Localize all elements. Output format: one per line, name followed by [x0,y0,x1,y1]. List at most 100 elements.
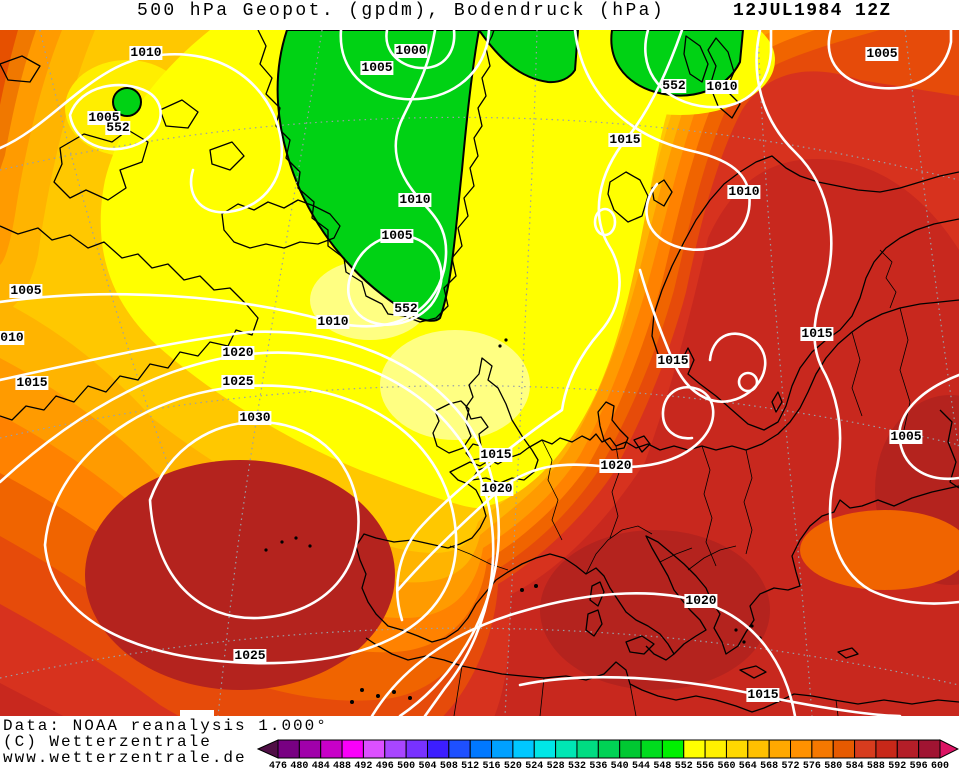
height-552-label: 552 [661,78,687,93]
colorbar-tick-label: 528 [547,761,565,770]
colorbar-cell [512,739,535,759]
colorbar-tick-label: 532 [568,761,586,770]
clipped-label-box [180,710,214,716]
isobar-small-oval-norway [593,207,617,237]
pressure-label: 1005 [865,46,899,61]
colorbar-cell [533,739,557,759]
colorbar-cell [640,739,663,759]
colorbar-tick-label: 564 [739,761,757,770]
pressure-label: 1010 [398,192,432,207]
colorbar-tick-label: 592 [888,761,906,770]
colorbar-cell [918,739,941,759]
isobar-1000-polar [385,30,456,70]
colorbar-tick-label: 552 [675,761,693,770]
isobar-1005-baffin [68,83,162,151]
colorbar-tick-label: 572 [782,761,800,770]
colorbar-cell [362,739,386,759]
coastlines [0,30,959,713]
isobar-1025-azores [43,384,458,665]
pressure-label: 1015 [15,375,49,390]
colorbar-left-arrow [256,739,279,759]
colorbar-tick-label: 540 [611,761,629,770]
coast-denmark-islands [633,435,651,453]
isobars [0,30,959,716]
colorbar-tick-label: 524 [525,761,543,770]
colorbar-tick-label: 576 [803,761,821,770]
colorbar-cell [832,739,856,759]
colorbar-cell [469,739,493,759]
meridian-line [504,30,538,716]
colorbar-cell [683,739,706,759]
coast-novaya-zemlya [683,35,709,83]
pressure-label: 1010 [705,79,739,94]
header: 500 hPa Geopot. (gpdm), Bodendruck (hPa)… [0,0,959,30]
colorbar-cell [555,739,578,759]
pressure-label: 1005 [380,228,414,243]
colorbar-cell [426,739,450,759]
colorbar-cell [747,739,770,759]
colorbar-right-arrow [939,739,959,759]
colorbar-cell [725,739,749,759]
colorbar-tick-label: 588 [867,761,885,770]
isobar-1030-azores [148,420,360,620]
isobar-1010-barents [644,30,773,109]
colorbar-tick-label: 484 [312,761,330,770]
coast-sicily [625,635,655,655]
coast-sardinia [585,609,603,637]
colorbar-tick-label: 536 [589,761,607,770]
pressure-label: 1020 [599,458,633,473]
colorbar-tick-label: 504 [418,761,436,770]
coast-baffin-island [53,129,149,201]
isobar-1010-baffin [0,53,283,214]
credit-data-source: Data: NOAA reanalysis 1.000° [3,717,328,735]
colorbar-tick-label: 580 [824,761,842,770]
coast-baltic-south [527,299,959,451]
colorbar-cell [448,739,471,759]
height-552-label: 552 [393,301,419,316]
colorbar-cell [704,739,727,759]
colorbar-tick-label: 500 [397,761,415,770]
colorbar-legend: 476 480 484 488 492 496 500 504 508 512 516 520 524 5… [256,739,959,770]
colorbar-cell [790,739,813,759]
isobar-1020-france-alps [396,385,715,592]
colorbar-tick-label: 520 [504,761,522,770]
colorbar-tick-label: 516 [483,761,501,770]
coast-cyprus [837,647,859,659]
colorbar-tick-label: 512 [461,761,479,770]
small-islands [264,338,762,704]
band-corner-red [0,30,18,105]
map-datetime: 12JUL1984 12Z [733,1,892,21]
coast-caspian [939,409,959,489]
patch-egypt-orange [800,510,959,590]
coast-gotland [771,391,783,413]
pressure-label: 1030 [238,410,272,425]
coast-west-europe-iberia-italy [355,447,675,661]
coast-arctic-island [159,99,199,129]
coast-iceland [221,199,341,249]
colorbar-cell [277,739,300,759]
pressure-label: 1015 [746,687,780,702]
coast-svalbard [651,179,673,207]
isobar-1005-kara [827,30,953,90]
pressure-label: 1010 [727,184,761,199]
pressure-label: 1025 [221,374,255,389]
colorbar-cell [298,739,322,759]
pressure-label: 1005 [9,283,43,298]
colorbar-tick-label: 556 [696,761,714,770]
map-title: 500 hPa Geopot. (gpdm), Bodendruck (hPa) [137,1,666,21]
isobar-1020-north-africa [370,592,797,716]
colorbar-tick-label: 492 [354,761,372,770]
pressure-label: 1005 [889,429,923,444]
pressure-label: 1015 [608,132,642,147]
credit-website[interactable]: www.wetterzentrale.de [3,749,247,767]
pressure-label: 1015 [479,447,513,462]
colorbar-tick-label: 508 [440,761,458,770]
coast-svalbard [607,171,649,223]
colorbar-tick-label: 488 [333,761,351,770]
colorbar-cell [854,739,877,759]
meridian-line [39,30,171,471]
coast-arctic-island [0,55,41,83]
colorbar-tick-label: 596 [910,761,928,770]
coast-novaya-zemlya [707,37,741,119]
